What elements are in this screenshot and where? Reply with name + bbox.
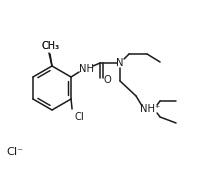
Text: CH₃: CH₃ [41, 41, 59, 51]
Text: Cl: Cl [74, 112, 84, 122]
Text: N: N [116, 58, 124, 68]
Text: NH⁺: NH⁺ [140, 104, 160, 114]
Text: Cl⁻: Cl⁻ [6, 147, 24, 157]
Text: CH₃: CH₃ [42, 41, 60, 51]
Text: NH: NH [78, 64, 94, 74]
Text: O: O [103, 75, 111, 85]
